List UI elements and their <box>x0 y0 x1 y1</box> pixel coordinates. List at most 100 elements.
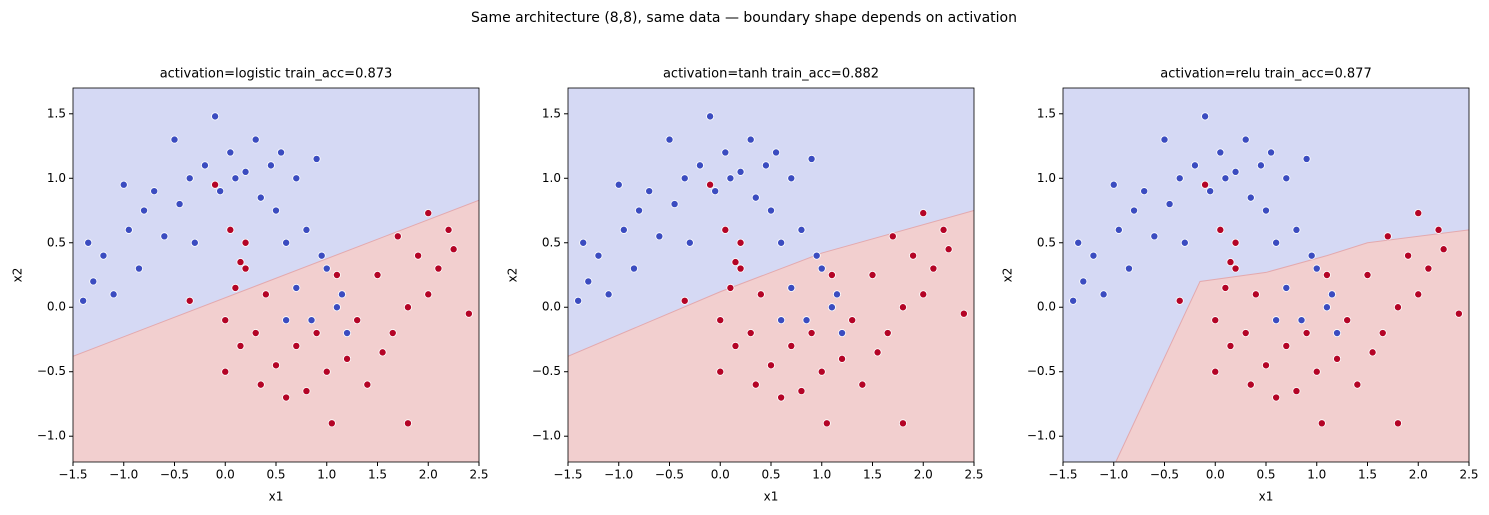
data-point <box>1201 112 1210 121</box>
data-point <box>449 245 458 254</box>
data-point <box>1272 238 1281 247</box>
figure-title: Same architecture (8,8), same data — bou… <box>471 10 1017 26</box>
y-tick-label: −0.5 <box>1027 364 1056 378</box>
data-point <box>1221 283 1230 292</box>
data-point <box>746 329 755 338</box>
data-point <box>1282 174 1291 183</box>
data-point <box>200 161 209 170</box>
data-point <box>751 193 760 202</box>
data-point <box>1180 238 1189 247</box>
data-point <box>1201 180 1210 189</box>
y-tick-label: 1.5 <box>1037 106 1056 120</box>
data-point <box>170 135 179 144</box>
y-tick-label: 0.0 <box>47 300 66 314</box>
data-point <box>1140 187 1149 196</box>
y-tick-label: −0.5 <box>37 364 66 378</box>
x-tick-label: 0.0 <box>1206 468 1225 482</box>
data-point <box>317 251 326 260</box>
data-point <box>787 341 796 350</box>
data-point <box>746 135 755 144</box>
data-point <box>1327 290 1336 299</box>
data-point <box>221 367 230 376</box>
data-point <box>1251 290 1260 299</box>
data-point <box>822 419 831 428</box>
data-point <box>160 232 169 241</box>
data-point <box>403 303 412 312</box>
data-point <box>756 290 765 299</box>
data-point <box>1246 193 1255 202</box>
data-point <box>271 361 280 370</box>
data-point <box>1226 258 1235 267</box>
data-point <box>797 387 806 396</box>
data-point <box>1292 225 1301 234</box>
data-point <box>140 206 149 215</box>
data-point <box>939 225 948 234</box>
data-point <box>736 264 745 273</box>
data-point <box>1363 270 1372 279</box>
data-point <box>378 348 387 357</box>
x-tick-label: 2.5 <box>964 468 983 482</box>
data-point <box>312 329 321 338</box>
decision-boundary <box>1115 229 1469 462</box>
data-point <box>787 174 796 183</box>
y-tick-label: 0.5 <box>1037 235 1056 249</box>
data-point <box>256 380 265 389</box>
data-point <box>1302 329 1311 338</box>
data-point <box>241 238 250 247</box>
data-point <box>373 270 382 279</box>
data-point <box>817 367 826 376</box>
data-point <box>236 258 245 267</box>
data-point <box>134 264 143 273</box>
data-point <box>1434 225 1443 234</box>
data-point <box>1383 232 1392 241</box>
axes-title: activation=relu train_acc=0.877 <box>1160 67 1371 82</box>
data-point <box>277 148 286 157</box>
data-point <box>388 329 397 338</box>
data-point <box>343 354 352 363</box>
data-point <box>1317 419 1326 428</box>
data-point <box>807 154 816 163</box>
data-point <box>838 329 847 338</box>
x-tick-label: 0.5 <box>761 468 780 482</box>
data-point <box>873 348 882 357</box>
axes <box>568 88 974 462</box>
data-point <box>1322 270 1331 279</box>
data-point <box>1150 232 1159 241</box>
data-point <box>1231 238 1240 247</box>
data-point <box>353 316 362 325</box>
data-point <box>751 380 760 389</box>
data-point <box>292 174 301 183</box>
data-point <box>1333 354 1342 363</box>
data-point <box>574 296 583 305</box>
data-point <box>185 174 194 183</box>
data-point <box>802 316 811 325</box>
data-point <box>1246 380 1255 389</box>
data-point <box>414 251 423 260</box>
data-point <box>1231 264 1240 273</box>
data-point <box>1211 316 1220 325</box>
data-point <box>1190 161 1199 170</box>
region-upper <box>1063 88 1469 462</box>
x-tick-label: −0.5 <box>1150 468 1179 482</box>
data-point <box>838 354 847 363</box>
data-point <box>1109 180 1118 189</box>
data-point <box>1414 209 1423 218</box>
x-tick-label: 2.0 <box>419 468 438 482</box>
axes-title: activation=logistic train_acc=0.873 <box>160 67 393 82</box>
data-point <box>919 290 928 299</box>
data-point <box>680 174 689 183</box>
data-point <box>251 329 260 338</box>
data-point <box>1333 329 1342 338</box>
y-tick-label: 1.0 <box>542 171 561 185</box>
x-tick-label: 2.5 <box>1459 468 1478 482</box>
data-point <box>1262 361 1271 370</box>
data-point <box>1231 167 1240 176</box>
data-point <box>1262 206 1271 215</box>
data-point <box>79 296 88 305</box>
data-point <box>424 290 433 299</box>
data-point <box>614 180 623 189</box>
data-point <box>1272 316 1281 325</box>
data-point <box>1165 200 1174 209</box>
data-point <box>307 316 316 325</box>
data-point <box>1216 225 1225 234</box>
